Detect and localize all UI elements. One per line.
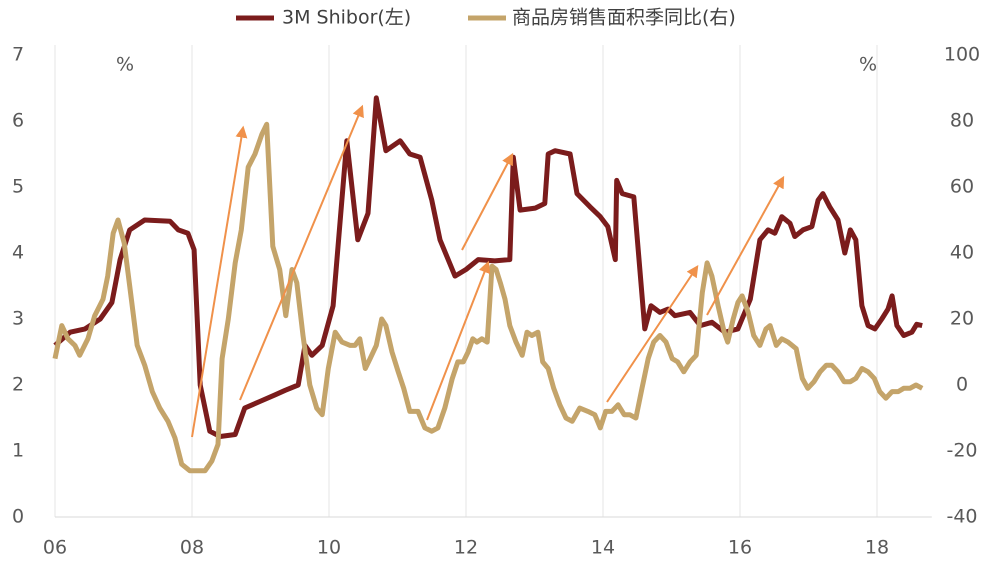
y2-tick-label: -20 <box>946 440 977 462</box>
x-tick-label: 18 <box>865 537 889 559</box>
x-tick-label: 08 <box>180 537 204 559</box>
y-tick-label: 2 <box>12 374 24 396</box>
arrow <box>606 265 699 403</box>
y-tick-label: 7 <box>12 44 24 66</box>
arrow <box>239 104 364 401</box>
y-unit-label: % <box>116 54 134 76</box>
legend: 3M Shibor(左) 商品房销售面积季同比(右) <box>236 7 736 29</box>
legend-label: 3M Shibor(左) <box>282 7 411 29</box>
grid <box>54 45 932 518</box>
y2-tick-label: 20 <box>950 308 974 330</box>
y2-tick-label: 100 <box>944 44 980 66</box>
y2-tick-label: 0 <box>956 374 968 396</box>
arrow <box>426 260 491 421</box>
legend-label: 商品房销售面积季同比(右) <box>512 7 736 29</box>
x-tick-label: 16 <box>728 537 752 559</box>
y2-tick-label: 40 <box>950 242 974 264</box>
y2-unit-label: % <box>859 54 877 76</box>
y-tick-label: 1 <box>12 440 24 462</box>
y-tick-label: 6 <box>12 110 24 132</box>
y-tick-label: 5 <box>12 176 24 198</box>
x-tick-label: 06 <box>43 537 67 559</box>
arrow <box>191 125 248 438</box>
x-tick-label: 14 <box>591 537 615 559</box>
x-tick-label: 12 <box>454 537 478 559</box>
y2-tick-label: 80 <box>950 110 974 132</box>
y-tick-label: 3 <box>12 308 24 330</box>
arrow <box>461 152 514 251</box>
arrow <box>706 175 785 316</box>
annotation-arrows <box>191 104 785 438</box>
x-tick-label: 10 <box>317 537 341 559</box>
y2-tick-label: 60 <box>950 176 974 198</box>
plot-lines <box>52 95 924 474</box>
y2-tick-label: -40 <box>946 506 977 528</box>
y-tick-label: 0 <box>12 506 24 528</box>
series-line <box>52 121 924 474</box>
y-tick-label: 4 <box>12 242 24 264</box>
series-line <box>53 95 923 439</box>
